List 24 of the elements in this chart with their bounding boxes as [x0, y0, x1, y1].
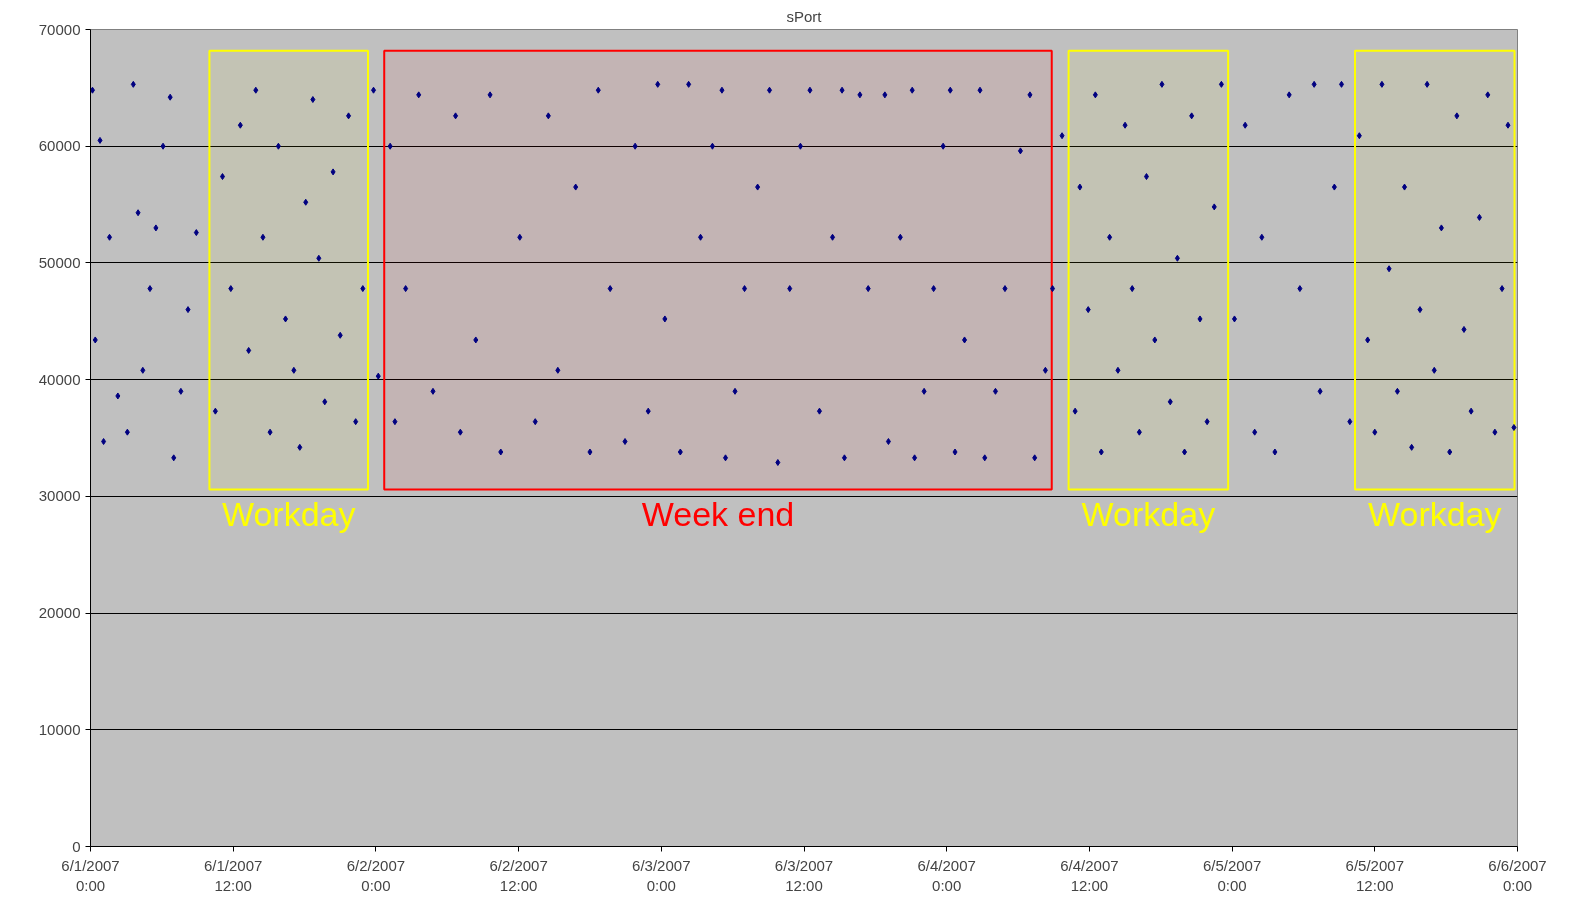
x-tick-label: 6/4/2007 12:00 — [1060, 856, 1119, 894]
x-tick-label: 6/3/2007 12:00 — [774, 856, 834, 894]
x-tick-label: 6/4/2007 0:00 — [917, 856, 976, 894]
y-tick-label: 20000 — [38, 604, 81, 622]
y-tick-label: 60000 — [38, 137, 81, 155]
y-tick-label: 30000 — [38, 487, 81, 505]
y-tick-label: 10000 — [38, 720, 81, 738]
x-tick-label: 6/5/2007 12:00 — [1345, 856, 1404, 894]
y-tick-label: 40000 — [38, 370, 81, 388]
x-tick-label: 6/5/2007 0:00 — [1202, 856, 1262, 894]
x-tick-label: 6/2/2007 12:00 — [489, 856, 548, 894]
y-tick-label: 50000 — [38, 253, 81, 271]
x-tick-label: 6/2/2007 0:00 — [346, 856, 406, 894]
x-tick-label: 6/3/2007 0:00 — [632, 856, 691, 894]
band-label: Workday — [1367, 495, 1502, 534]
y-tick-label: 0 — [72, 837, 81, 855]
band-label: Workday — [221, 495, 356, 534]
x-tick-label: 6/1/2007 0:00 — [61, 856, 120, 894]
band-label: Workday — [1081, 495, 1216, 534]
x-tick-label: 6/1/2007 12:00 — [204, 856, 263, 894]
band-label: Week end — [641, 495, 795, 534]
x-tick-label: 6/6/2007 0:00 — [1488, 856, 1547, 894]
chart-title: sPort — [786, 7, 823, 25]
y-tick-label: 70000 — [38, 20, 81, 38]
